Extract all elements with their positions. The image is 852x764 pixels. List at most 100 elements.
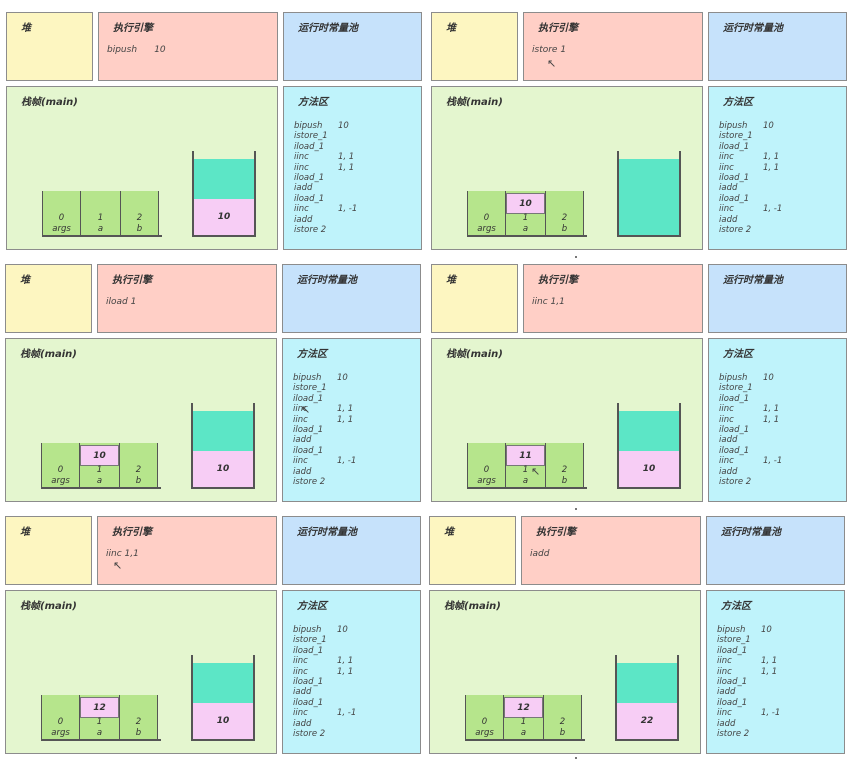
local-variable-slot: 0 args — [41, 443, 80, 488]
bytecode-line: bipush 10 — [717, 625, 837, 635]
slot-baseline — [467, 487, 587, 489]
bytecode-op: iload_1 — [293, 697, 324, 708]
bytecode-arg: 1, 1 — [761, 666, 778, 677]
slot-name: b — [559, 728, 566, 738]
bytecode-op: iadd — [293, 718, 312, 729]
bytecode-op: iload_1 — [719, 424, 750, 435]
slot-name: b — [561, 476, 568, 486]
execution-engine-title: 执行引擎 — [538, 23, 578, 34]
bytecode-op: iload_1 — [293, 393, 324, 404]
slot-name: b — [136, 224, 143, 234]
bytecode-line: iinc 1, -1 — [719, 456, 839, 466]
bytecode-op: iinc — [293, 456, 308, 467]
operand-stack — [617, 151, 681, 237]
slot-index: 0 — [58, 213, 65, 223]
bytecode-line: iload_1 — [293, 698, 413, 708]
bytecode-line: iinc 1, -1 — [294, 204, 414, 214]
local-variable-value: 10 — [506, 193, 545, 214]
bytecode-op: iload_1 — [719, 393, 750, 404]
bytecode-line: istore_1 — [719, 131, 839, 141]
row-separator-dot — [575, 757, 577, 759]
slot-name: args — [477, 476, 496, 486]
bytecode-line: istore 2 — [294, 225, 414, 235]
bytecode-line: iload_1 — [719, 394, 839, 404]
slot-index: 2 — [135, 465, 142, 475]
runtime-constant-pool-area: 运行时常量池 — [708, 264, 847, 333]
method-area: 方法区 bipush 10 istore_1 iload_1 iinc 1, 1 iinc 1,… — [708, 338, 847, 502]
operand-stack-empty-space — [193, 663, 253, 703]
stack-frame-title: 栈帧(main) — [20, 601, 77, 612]
method-area: 方法区 bipush 10 istore_1 iload_1 iinc 1, 1 iinc 1,… — [706, 590, 845, 754]
bytecode-op: iinc — [293, 414, 308, 425]
bytecode-op: iload_1 — [717, 697, 748, 708]
bytecode-line: istore_1 — [717, 635, 837, 645]
stack-frame-title: 栈帧(main) — [446, 97, 503, 108]
bytecode-line: iinc 1, 1 — [294, 152, 414, 162]
slot-index: 0 — [57, 465, 64, 475]
stack-frame-title: 栈帧(main) — [444, 601, 501, 612]
heap-title: 堆 — [446, 275, 456, 286]
bytecode-line: iinc 1, 1 — [293, 415, 413, 425]
bytecode-line: iinc 1, -1 — [293, 708, 413, 718]
bytecode-line: iload_1 — [719, 173, 839, 183]
bytecode-op: iinc — [717, 656, 732, 667]
execution-engine-area: 执行引擎 istore 1 — [523, 12, 703, 81]
bytecode-op: istore_1 — [293, 635, 327, 646]
bytecode-arg: 1, 1 — [337, 414, 354, 425]
bytecode-line: bipush 10 — [294, 121, 414, 131]
bytecode-op: iinc — [294, 152, 309, 163]
stack-frame-main: 栈帧(main) 0 args 10 1 a 2 b — [431, 86, 703, 250]
local-variable-slot: 12 1 a — [504, 695, 543, 740]
stack-frame-main: 栈帧(main) 0 args 11 1 a 2 b 10 — [431, 338, 703, 502]
slot-name: b — [561, 224, 568, 234]
slot-index: 1 — [520, 717, 527, 727]
bytecode-line: iload_1 — [717, 646, 837, 656]
method-area-title: 方法区 — [721, 601, 751, 612]
bytecode-arg: 1, 1 — [338, 162, 355, 173]
runtime-constant-pool-area: 运行时常量池 — [708, 12, 847, 81]
bytecode-op: istore 2 — [717, 728, 750, 739]
operand-stack-value: 10 — [194, 199, 254, 235]
bytecode-line: iadd — [293, 435, 413, 445]
bytecode-line: iload_1 — [719, 142, 839, 152]
bytecode-arg: 10 — [761, 625, 772, 635]
slot-index: 2 — [136, 213, 143, 223]
bytecode-line: istore_1 — [293, 383, 413, 393]
bytecode-op: iload_1 — [293, 424, 324, 435]
bytecode-line: iinc 1, 1 — [293, 656, 413, 666]
current-instruction: iinc 1,1 — [106, 549, 139, 559]
bytecode-op: iadd — [717, 687, 736, 698]
runtime-constant-pool-area: 运行时常量池 — [283, 12, 422, 81]
heap-area: 堆 — [5, 516, 92, 585]
bytecode-line: iadd — [719, 215, 839, 225]
method-area-title: 方法区 — [723, 97, 753, 108]
bytecode-op: iinc — [719, 456, 734, 467]
bytecode-line: iload_1 — [717, 698, 837, 708]
bytecode-arg: 1, 1 — [337, 404, 354, 415]
bytecode-op: istore 2 — [293, 728, 326, 739]
operand-stack: 10 — [617, 403, 681, 489]
slot-name: a — [522, 476, 529, 486]
heap-area: 堆 — [429, 516, 516, 585]
bytecode-op: iinc — [719, 404, 734, 415]
bytecode-arg: 10 — [338, 121, 349, 131]
bytecode-arg: 10 — [763, 373, 774, 383]
method-area: 方法区 bipush 10 istore_1 iload_1 iinc 1, 1 iinc 1,… — [282, 338, 421, 502]
local-variable-slot: 10 1 a — [506, 191, 545, 236]
bytecode-line: iload_1 — [293, 394, 413, 404]
bytecode-line: iadd — [293, 687, 413, 697]
slot-name: a — [97, 224, 104, 234]
bytecode-op: iadd — [294, 183, 313, 194]
bytecode-op: bipush — [293, 625, 322, 635]
bytecode-op: istore_1 — [294, 131, 328, 142]
bytecode-op: bipush — [293, 373, 322, 383]
bytecode-op: iinc — [294, 204, 309, 215]
local-variable-value: 11 — [506, 445, 545, 466]
heap-title: 堆 — [20, 275, 30, 286]
operand-stack: 10 — [191, 403, 255, 489]
bytecode-op: iinc — [293, 708, 308, 719]
execution-engine-title: 执行引擎 — [538, 275, 578, 286]
current-instruction: iadd — [530, 549, 550, 559]
runtime-constant-pool-title: 运行时常量池 — [723, 275, 783, 286]
